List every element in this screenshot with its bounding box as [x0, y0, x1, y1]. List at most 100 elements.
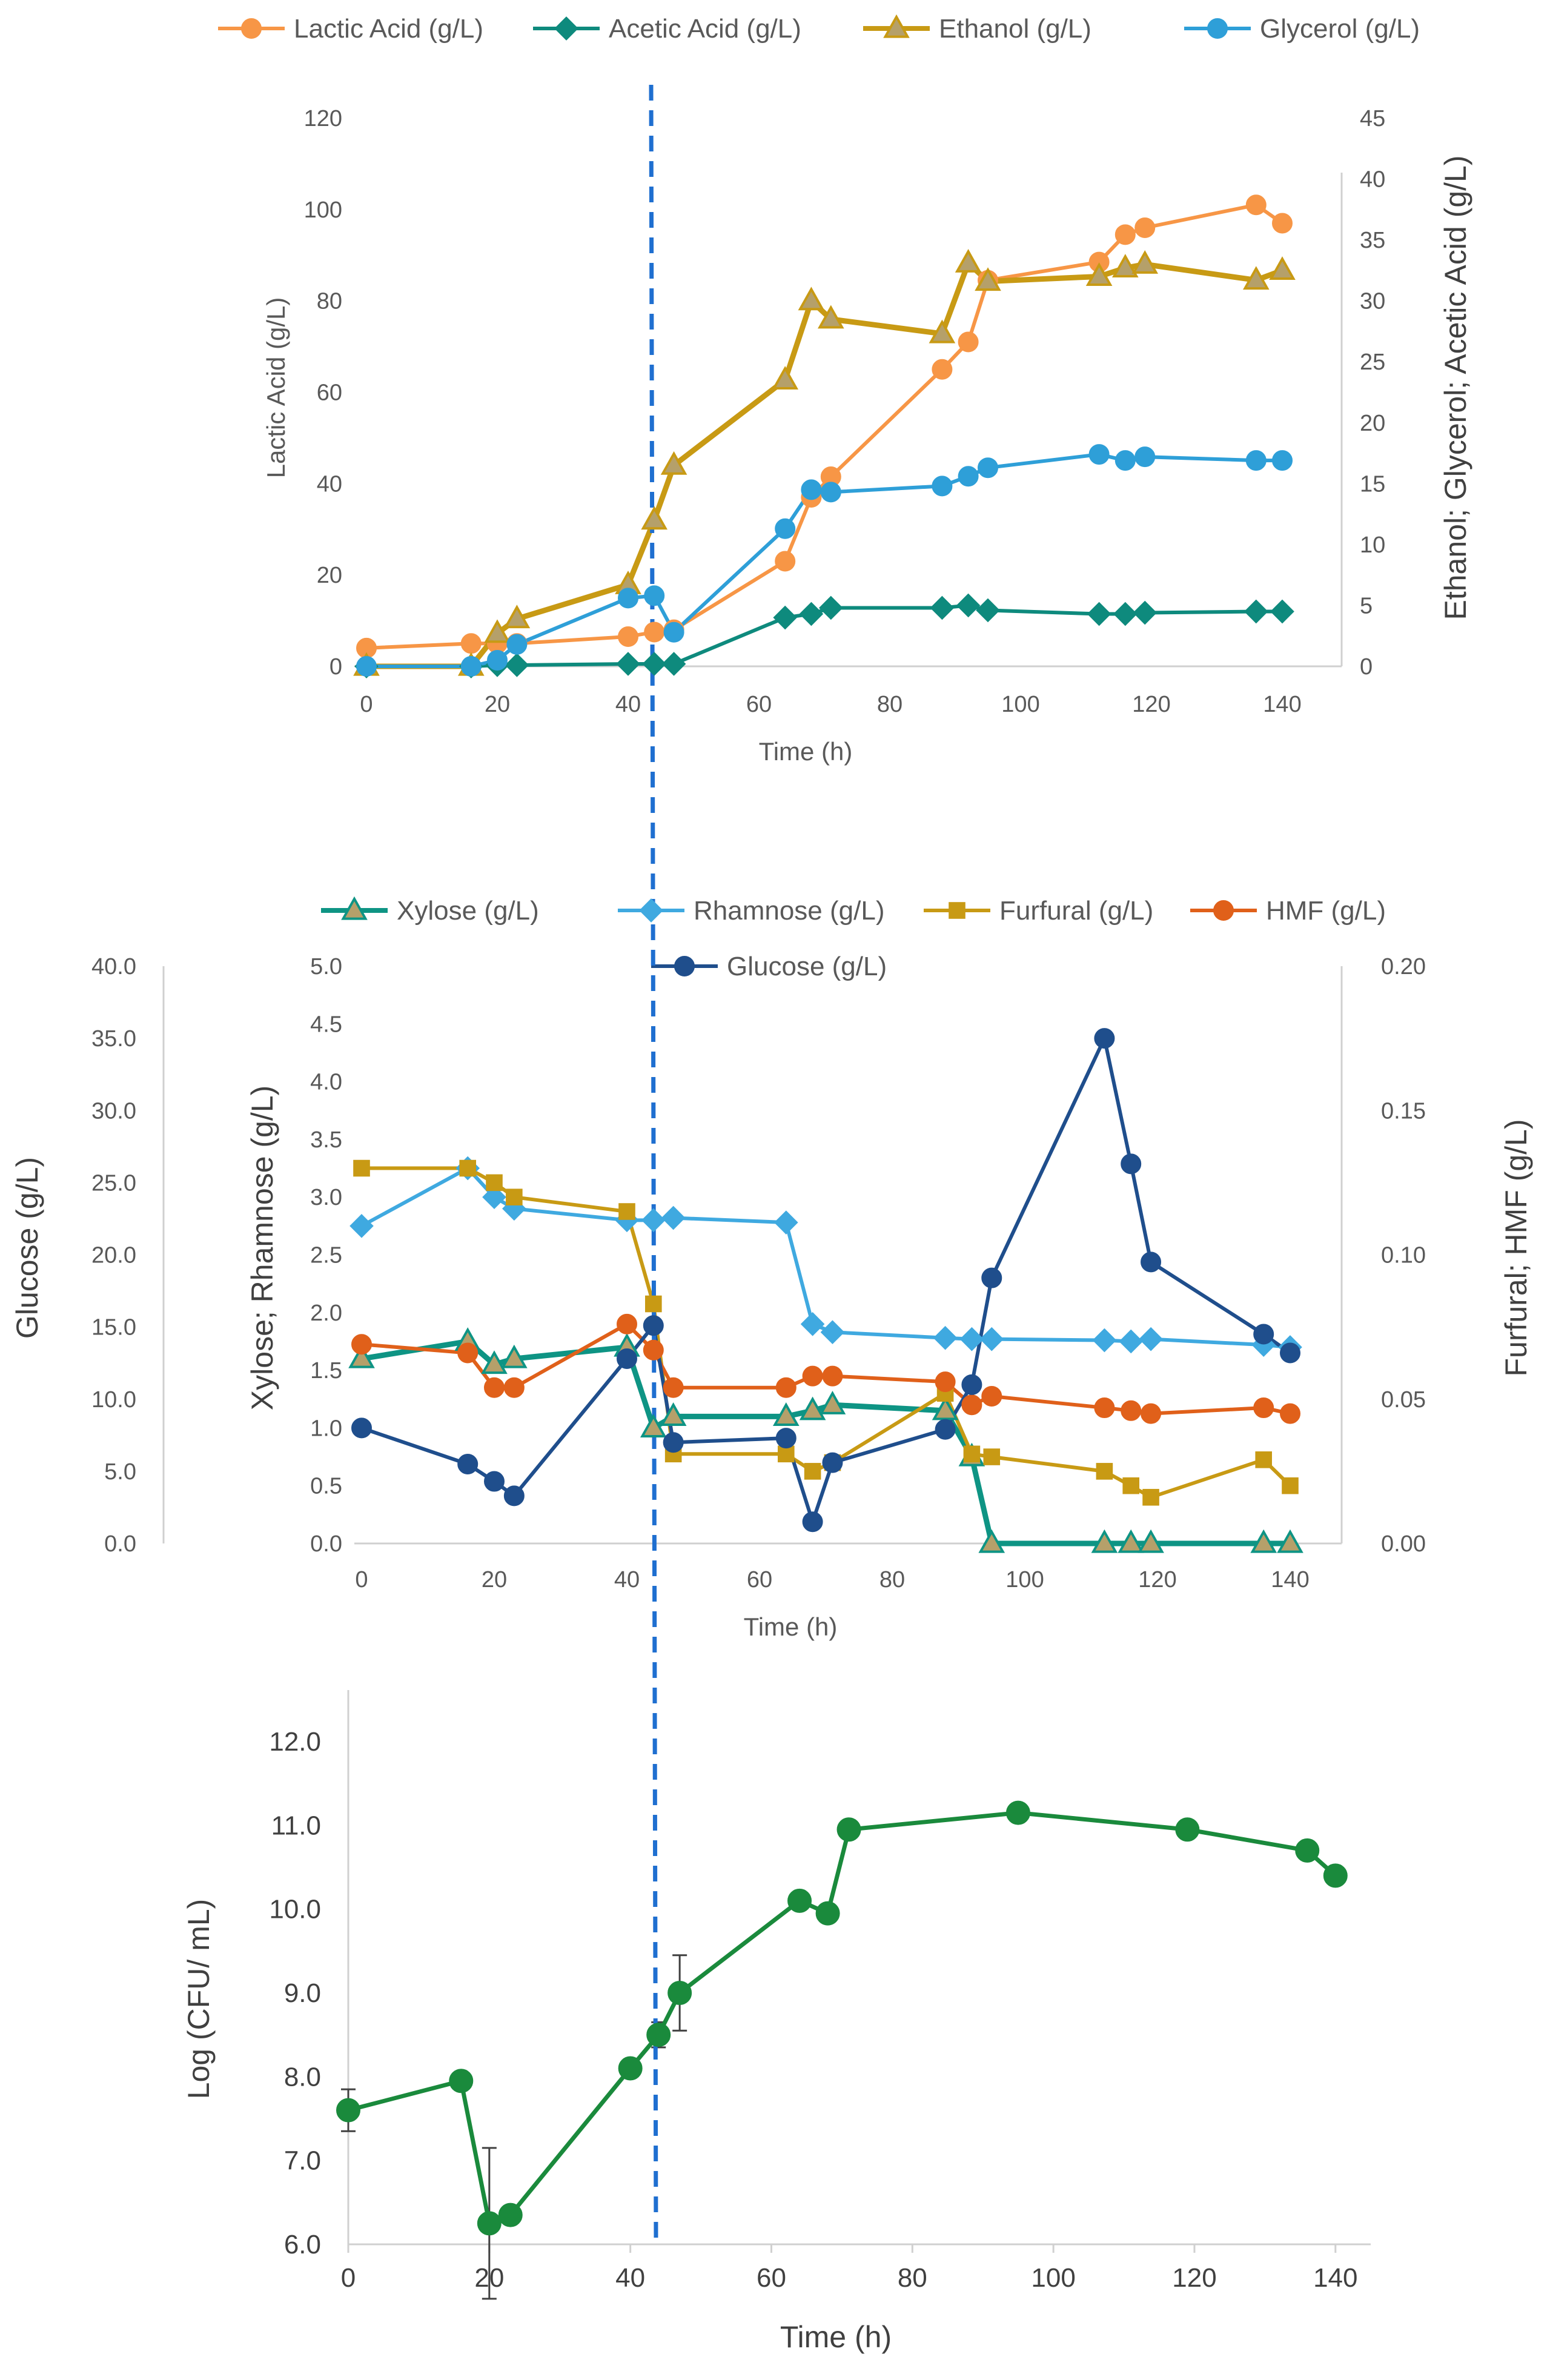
x-tick-label-1-4: 80 [877, 692, 903, 717]
data-point-2-2-5 [645, 1295, 662, 1313]
data-point-2-3-5 [643, 1339, 664, 1361]
data-point-2-1-12 [979, 1327, 1004, 1351]
y-tick-label-1-4: 80 [317, 289, 342, 314]
data-point-1-2-7 [772, 366, 799, 389]
data-point-1-0-16 [1245, 194, 1267, 216]
legend-item-2-2-marker [949, 902, 965, 919]
x-tick-label-3-0: 0 [341, 2263, 356, 2293]
data-point-1-0-15 [1134, 217, 1156, 238]
data-point-1-0-5 [644, 622, 665, 643]
data-point-1-3-5 [644, 585, 665, 606]
outer-tick-label-2-2: 10.0 [91, 1387, 136, 1413]
legend-item-2-3-label: HMF (g/L) [1266, 896, 1386, 926]
data-point-2-2-12 [983, 1448, 1001, 1465]
data-point-3-0-8 [815, 1901, 840, 1926]
legend-item-1-3-label: Glycerol (g/L) [1260, 14, 1420, 44]
data-point-1-1-14 [1113, 602, 1138, 626]
outer-tick-label-2-3: 15.0 [91, 1315, 136, 1341]
data-point-2-2-3 [506, 1188, 523, 1206]
data-point-1-2-11 [955, 249, 982, 273]
data-point-1-0-10 [932, 359, 953, 380]
data-point-2-3-6 [663, 1377, 684, 1398]
data-point-2-1-2 [482, 1185, 506, 1210]
data-point-1-2-8 [798, 287, 825, 311]
legend-item-2-0-label: Xylose (g/L) [397, 896, 539, 926]
data-point-1-3-7 [775, 518, 796, 539]
data-point-1-2-2 [484, 619, 511, 643]
inner-axis-label-2: Xylose; Rhamnose (g/L) [245, 1086, 279, 1410]
data-point-2-3-11 [961, 1394, 982, 1416]
data-point-1-2-6 [660, 451, 687, 475]
data-point-3-0-2 [477, 2211, 502, 2236]
data-point-2-1-6 [661, 1205, 686, 1230]
outer-tick-label-2-7: 35.0 [91, 1026, 136, 1052]
data-point-1-1-13 [1087, 602, 1111, 626]
data-point-2-0-5 [640, 1414, 667, 1437]
data-point-2-4-17 [1280, 1342, 1300, 1364]
inoculation-dashed-line [649, 84, 658, 2245]
y-tick-label-3-5: 11.0 [271, 1811, 321, 1840]
data-point-1-3-15 [1134, 446, 1156, 468]
data-point-3-0-1 [449, 2069, 474, 2093]
data-point-1-0-7 [775, 551, 796, 572]
data-point-2-4-8 [802, 1511, 823, 1533]
data-point-1-3-1 [460, 656, 482, 677]
legend-item-1-0-label: Lactic Acid (g/L) [294, 14, 483, 44]
data-point-2-0-16 [1250, 1529, 1277, 1553]
data-point-2-0-10 [932, 1396, 959, 1420]
y-tick-label-3-3: 9.0 [284, 1978, 321, 2008]
data-point-2-3-1 [457, 1342, 479, 1364]
data-point-1-3-14 [1114, 450, 1136, 471]
data-point-1-1-11 [956, 593, 981, 618]
data-point-1-1-8 [799, 602, 824, 626]
data-point-2-4-0 [351, 1417, 372, 1439]
data-point-1-1-7 [773, 605, 798, 630]
data-point-2-4-2 [484, 1471, 505, 1492]
y-tick-label-1-5: 100 [304, 197, 342, 223]
y2-tick-label-2-1: 0.05 [1381, 1387, 1426, 1413]
data-point-2-3-10 [935, 1371, 956, 1393]
x-tick-label-2-5: 100 [1005, 1567, 1044, 1593]
figure-lines [162, 26, 1371, 2300]
data-point-3-0-6 [667, 1981, 692, 2005]
data-point-2-2-13 [1096, 1463, 1113, 1480]
data-point-3-0-0 [336, 2098, 360, 2123]
data-point-1-2-5 [641, 506, 668, 530]
data-point-2-4-15 [1141, 1251, 1162, 1273]
inner-tick-label-2-1: 0.5 [310, 1474, 342, 1499]
legend-item-2-0-marker [341, 896, 368, 920]
y-axis-label-3: Log (CFU/ mL) [182, 1899, 216, 2100]
data-point-2-3-16 [1253, 1397, 1274, 1419]
data-point-2-0-0 [348, 1344, 375, 1368]
data-point-2-4-5 [643, 1315, 664, 1336]
legend-item-2-2-label: Furfural (g/L) [999, 896, 1153, 926]
data-point-2-1-9 [820, 1320, 845, 1345]
data-point-2-4-13 [1094, 1028, 1115, 1049]
data-point-1-2-13 [1085, 262, 1113, 287]
data-point-2-4-3 [503, 1485, 525, 1507]
data-point-1-2-3 [503, 605, 531, 629]
data-point-2-3-2 [484, 1377, 505, 1398]
data-point-2-4-9 [822, 1452, 843, 1473]
data-point-1-0-11 [958, 331, 979, 353]
x-axis-label-3: Time (h) [780, 2320, 892, 2354]
data-point-2-2-8 [804, 1463, 821, 1480]
data-point-2-0-6 [660, 1402, 687, 1426]
legend-item-1-3-marker [1207, 18, 1228, 39]
legend-item-1-2-marker [883, 14, 910, 38]
figure-marks [241, 14, 1348, 2236]
data-point-2-2-17 [1282, 1477, 1299, 1494]
x-tick-label-2-6: 120 [1138, 1567, 1176, 1593]
y2-tick-label-2-2: 0.10 [1381, 1243, 1426, 1268]
data-point-2-3-3 [503, 1377, 525, 1398]
data-point-1-3-17 [1272, 450, 1293, 471]
data-point-1-3-2 [487, 649, 508, 671]
data-point-3-0-11 [1175, 1817, 1200, 1842]
data-point-1-1-4 [616, 652, 640, 676]
data-point-1-0-17 [1272, 213, 1293, 234]
legend-item-1-0-marker [241, 18, 262, 39]
data-point-3-0-3 [498, 2203, 523, 2227]
legend-item-1-2-label: Ethanol (g/L) [939, 14, 1091, 44]
